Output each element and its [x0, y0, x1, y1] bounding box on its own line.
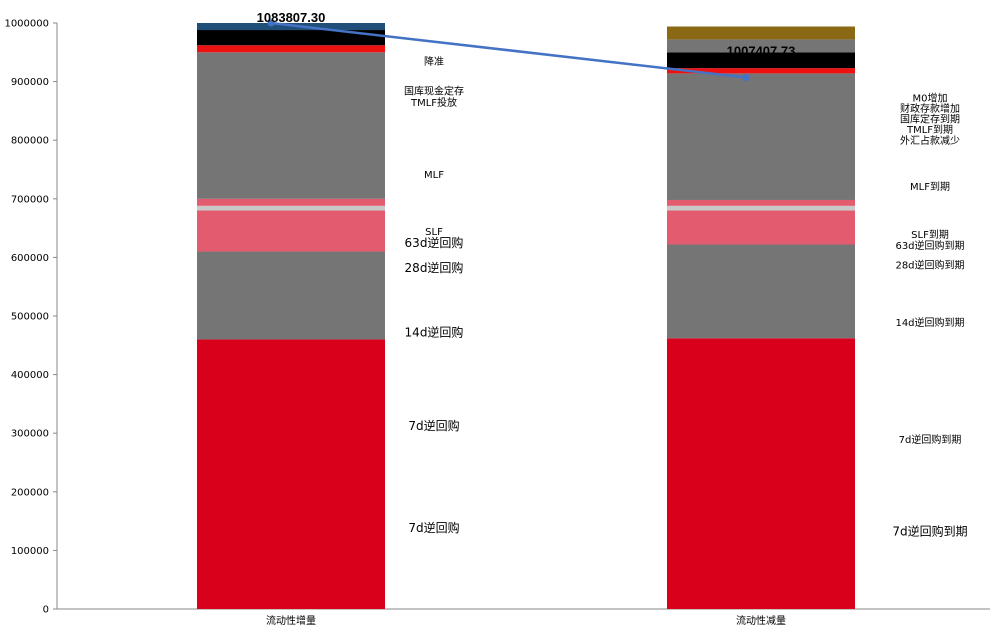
y-tick-label: 500000	[11, 312, 49, 323]
bar-segment	[667, 205, 855, 211]
segment-annotation: 7d逆回购	[408, 418, 459, 433]
bar-segment	[197, 210, 385, 252]
y-tick-label: 900000	[11, 77, 49, 88]
segment-annotation: 国库现金定存	[404, 84, 464, 97]
segment-annotation: 7d逆回购到期	[892, 524, 967, 539]
segment-annotation: 外汇占款减少	[900, 134, 960, 147]
bar-segment	[197, 198, 385, 206]
segment-annotation: 14d逆回购到期	[895, 316, 964, 329]
total-line	[267, 19, 750, 81]
total-series-point	[267, 19, 275, 27]
y-tick-label: 100000	[11, 546, 49, 557]
bar-segment	[197, 339, 385, 609]
bar-segment	[197, 45, 385, 53]
bar-segment	[197, 251, 385, 340]
segment-annotation: MLF到期	[910, 181, 950, 193]
segment-annotation: TMLF到期	[906, 124, 953, 136]
bar-segment	[667, 26, 855, 40]
bar-segment	[667, 68, 855, 74]
segment-annotation: 降准	[424, 55, 444, 68]
segment-annotation: 7d逆回购	[408, 520, 459, 535]
bar-segment	[667, 338, 855, 609]
y-tick-label: 300000	[11, 429, 49, 440]
y-tick-label: 1000000	[4, 19, 49, 30]
y-tick-label: 700000	[11, 194, 49, 205]
segment-annotation: 28d逆回购	[405, 260, 464, 275]
y-tick-label: 200000	[11, 487, 49, 498]
y-tick-label: 0	[43, 605, 49, 616]
segment-annotation: 63d逆回购	[405, 235, 464, 250]
segment-annotation: M0增加	[913, 91, 948, 104]
bar-segment	[667, 244, 855, 339]
segment-annotation: 28d逆回购到期	[895, 258, 964, 271]
bar-segment	[197, 52, 385, 199]
segment-annotation: SLF	[425, 227, 443, 238]
bar-segment	[667, 52, 855, 69]
bar-segment	[667, 73, 855, 200]
x-tick-label: 流动性减量	[736, 614, 786, 627]
total-series-line	[270, 21, 747, 79]
bars	[197, 23, 855, 609]
segment-annotation: MLF	[424, 170, 444, 181]
segment-annotation: 国库定存到期	[900, 113, 960, 126]
segment-annotation: TMLF投放	[410, 96, 457, 109]
bar-segment	[667, 210, 855, 245]
bar-total-label: 1083807.30	[257, 10, 326, 25]
y-tick-label: 800000	[11, 136, 49, 147]
segment-annotation: SLF到期	[911, 229, 949, 241]
segment-annotation: 7d逆回购到期	[899, 433, 962, 446]
bar-segment	[197, 30, 385, 46]
bar-total-label: 1007407.73	[727, 44, 796, 59]
y-tick-label: 400000	[11, 370, 49, 381]
total-series-point	[742, 73, 750, 81]
segment-annotation: 63d逆回购到期	[895, 239, 964, 252]
y-tick-label: 600000	[11, 253, 49, 264]
bar-segment	[197, 205, 385, 211]
segment-annotation: 14d逆回购	[405, 324, 464, 339]
segment-annotation: 财政存款增加	[900, 102, 960, 115]
bar-segment	[667, 199, 855, 206]
x-tick-label: 流动性增量	[266, 614, 316, 627]
bar-segment	[667, 39, 855, 53]
